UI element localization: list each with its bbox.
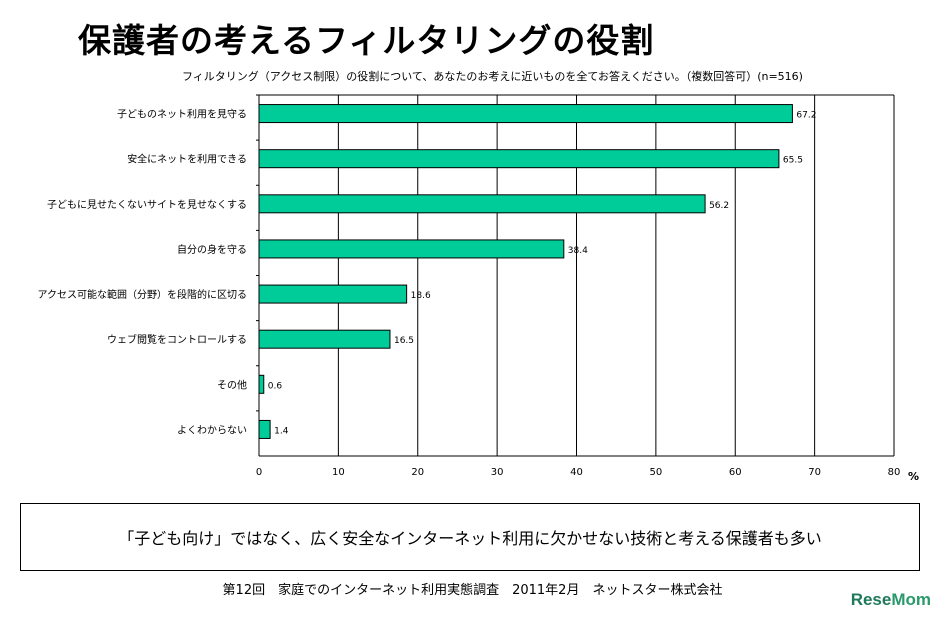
x-tick-label: 40 xyxy=(570,467,583,478)
category-label: 自分の身を守る xyxy=(177,243,247,256)
bar xyxy=(258,149,780,169)
data-label: 0.6 xyxy=(268,381,283,391)
data-label: 1.4 xyxy=(274,426,289,436)
x-tick-label: 20 xyxy=(411,467,424,478)
category-label: その他 xyxy=(217,378,247,391)
x-tick-label: 30 xyxy=(491,467,504,478)
resemom-logo: ReseMom xyxy=(850,590,931,609)
data-label: 38.4 xyxy=(568,246,588,256)
bar xyxy=(258,419,271,439)
x-tick-label: 80 xyxy=(888,467,901,478)
data-label: 16.5 xyxy=(394,336,414,346)
category-label: アクセス可能な範囲（分野）を段階的に区切る xyxy=(38,288,248,301)
x-tick-label: 10 xyxy=(332,467,345,478)
chart-title: フィルタリング（アクセス制限）の役割について、あなたのお考えに近いものを全てお答… xyxy=(182,70,803,83)
bar-chart: 0 10 20 30 40 50 60 70 80 % 子どものネット利用を見守る 67.2 安全にネッ… xyxy=(38,94,919,483)
bar xyxy=(258,194,706,214)
data-label: 65.5 xyxy=(783,156,803,166)
x-tick-label: 60 xyxy=(729,467,742,478)
category-label: 子どもに見せたくないサイトを見せなくする xyxy=(47,199,247,211)
x-tick-label: 0 xyxy=(256,467,262,478)
category-label: 子どものネット利用を見守る xyxy=(117,108,247,121)
summary-text: 「子ども向け」ではなく、広く安全なインターネット利用に欠かせない技術と考える保護… xyxy=(118,529,822,548)
bar xyxy=(258,104,793,124)
summary-box: 「子ども向け」ではなく、広く安全なインターネット利用に欠かせない技術と考える保護… xyxy=(20,503,920,571)
data-label: 18.6 xyxy=(411,291,431,301)
data-label: 56.2 xyxy=(709,201,729,211)
bar xyxy=(258,239,565,259)
page-title: 保護者の考えるフィルタリングの役割 xyxy=(78,21,655,60)
category-label: ウェブ閲覧をコントロールする xyxy=(107,333,247,346)
category-label: よくわからない xyxy=(177,424,247,436)
data-label: 67.2 xyxy=(796,111,816,121)
x-tick-label: 50 xyxy=(650,467,663,478)
x-unit-label: % xyxy=(908,470,919,483)
x-tick-label: 70 xyxy=(808,467,821,478)
bar xyxy=(258,374,265,394)
bar xyxy=(258,284,408,304)
category-label: 安全にネットを利用できる xyxy=(127,153,247,166)
source-text: 第12回 家庭でのインターネット利用実態調査 2011年2月 ネットスター株式会… xyxy=(222,583,723,598)
bar xyxy=(258,329,391,349)
